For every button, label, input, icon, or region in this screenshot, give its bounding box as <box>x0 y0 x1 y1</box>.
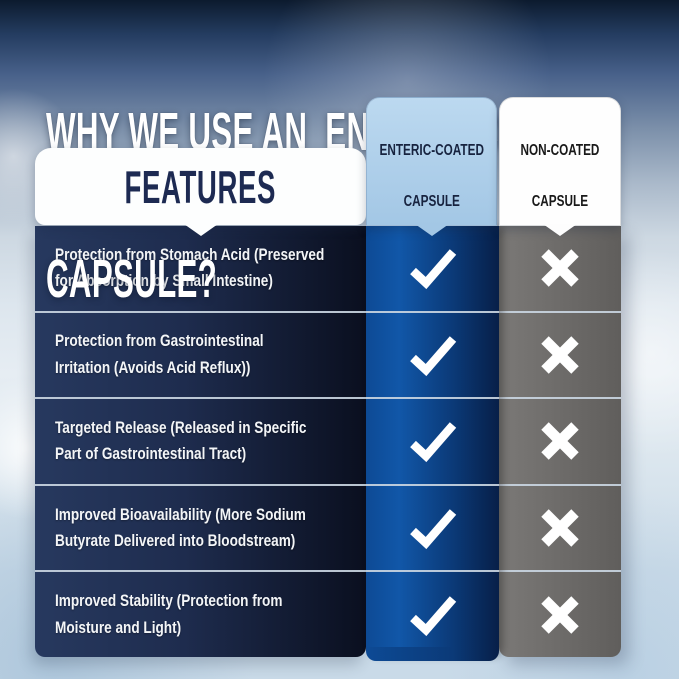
comparison-cell-included <box>366 226 499 311</box>
feature-text-line-2: Moisture and Light) <box>55 617 182 637</box>
comparison-cell-included <box>366 397 499 484</box>
features-header-pointer <box>183 224 218 236</box>
comparison-cell-excluded <box>499 397 621 484</box>
feature-row-cell: Improved Stability (Protection from Mois… <box>35 570 366 657</box>
check-icon <box>409 249 456 290</box>
comparison-cell-excluded <box>499 310 621 398</box>
feature-text-line-1: Improved Bioavailability (More Sodium <box>55 504 306 524</box>
feature-row-cell: Protection from Stomach Acid (Preserved … <box>35 226 366 311</box>
non-coated-header-label: NON-COATED CAPSULE <box>521 108 600 244</box>
non-coated-column <box>499 226 621 657</box>
cross-icon <box>541 595 579 634</box>
enteric-header-pointer <box>414 224 449 236</box>
comparison-cell-included <box>366 483 499 571</box>
feature-text-line-2: Part of Gastrointestinal Tract) <box>55 444 247 464</box>
enteric-coated-column <box>366 226 499 661</box>
comparison-cell-included <box>366 310 499 398</box>
feature-text-line-1: Improved Stability (Protection from <box>55 591 283 611</box>
cross-icon <box>541 336 579 374</box>
cross-icon <box>541 249 579 288</box>
non-coated-header-line-2: CAPSULE <box>531 193 589 210</box>
non-coated-header-line-1: NON-COATED <box>520 142 600 159</box>
feature-text-line-2: Butyrate Delivered into Bloodstream) <box>55 531 296 551</box>
feature-row-cell: Targeted Release (Released in Specific P… <box>35 397 366 484</box>
check-icon <box>409 509 456 550</box>
features-header-box: FEATURES <box>35 148 366 236</box>
comparison-cell-excluded <box>499 570 621 657</box>
features-column: Protection from Stomach Acid (Preserved … <box>35 226 366 657</box>
enteric-header-line-1: ENTERIC-COATED <box>379 142 484 159</box>
cross-icon <box>541 509 579 547</box>
cross-icon <box>541 422 579 461</box>
column-header-non-coated: NON-COATED CAPSULE <box>499 97 621 236</box>
feature-text-line-1: Protection from Gastrointestinal <box>55 331 264 351</box>
page-title-line-2: CAPSULE? <box>46 249 218 309</box>
feature-row-cell: Improved Bioavailability (More Sodium Bu… <box>35 483 366 571</box>
enteric-coated-header-label: ENTERIC-COATED CAPSULE <box>379 108 484 244</box>
check-icon <box>409 422 456 463</box>
feature-text-line-2: Irritation (Avoids Acid Reflux)) <box>55 357 251 377</box>
feature-text-line-1: Targeted Release (Released in Specific <box>55 417 307 437</box>
non-coated-header-pointer <box>543 224 577 236</box>
feature-text-line-2: for Absorption by Small Intestine) <box>55 271 273 291</box>
enteric-header-line-2: CAPSULE <box>403 193 460 210</box>
feature-row-cell: Protection from Gastrointestinal Irritat… <box>35 310 366 398</box>
column-header-enteric-coated: ENTERIC-COATED CAPSULE <box>366 97 497 236</box>
comparison-cell-excluded <box>499 483 621 571</box>
features-header-label: FEATURES <box>124 160 277 213</box>
feature-text-line-1: Protection from Stomach Acid (Preserved <box>55 244 325 264</box>
comparison-cell-excluded <box>499 226 621 311</box>
comparison-cell-included <box>366 570 499 657</box>
check-icon <box>409 595 456 636</box>
check-icon <box>409 336 456 376</box>
